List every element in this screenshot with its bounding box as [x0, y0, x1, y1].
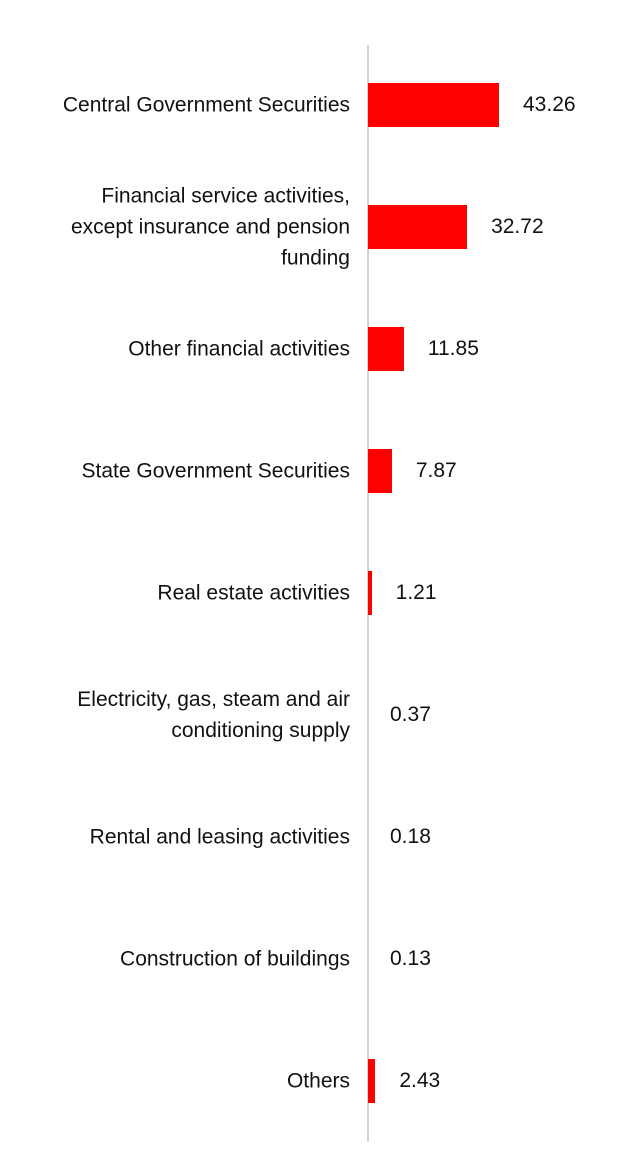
bar: [368, 83, 499, 127]
bar: [368, 1059, 376, 1103]
category-label: Other financial activities: [128, 337, 350, 361]
data-label: 0.37: [390, 703, 431, 726]
category-label: Electricity, gas, steam and air conditio…: [77, 688, 350, 742]
bar: [368, 571, 372, 615]
category-label: Rental and leasing activities: [89, 825, 350, 849]
category-label: Central Government Securities: [62, 93, 350, 117]
data-label: 1.21: [395, 581, 437, 604]
category-label: Real estate activities: [157, 581, 350, 605]
data-label: 0.13: [390, 947, 431, 970]
bar: [368, 327, 404, 371]
category-label: Construction of buildings: [120, 947, 350, 971]
bar: [368, 205, 468, 249]
category-label: Others: [286, 1069, 350, 1093]
bar: [368, 449, 392, 493]
data-label: 11.85: [427, 337, 479, 360]
data-label: 43.26: [523, 93, 576, 116]
data-label: 0.18: [390, 825, 431, 848]
category-label: State Government Securities: [81, 459, 350, 483]
data-label: 32.72: [491, 215, 544, 238]
category-label: Financial service activities, except ins…: [70, 184, 350, 270]
data-label: 7.87: [415, 459, 457, 482]
data-label: 2.43: [399, 1069, 441, 1092]
